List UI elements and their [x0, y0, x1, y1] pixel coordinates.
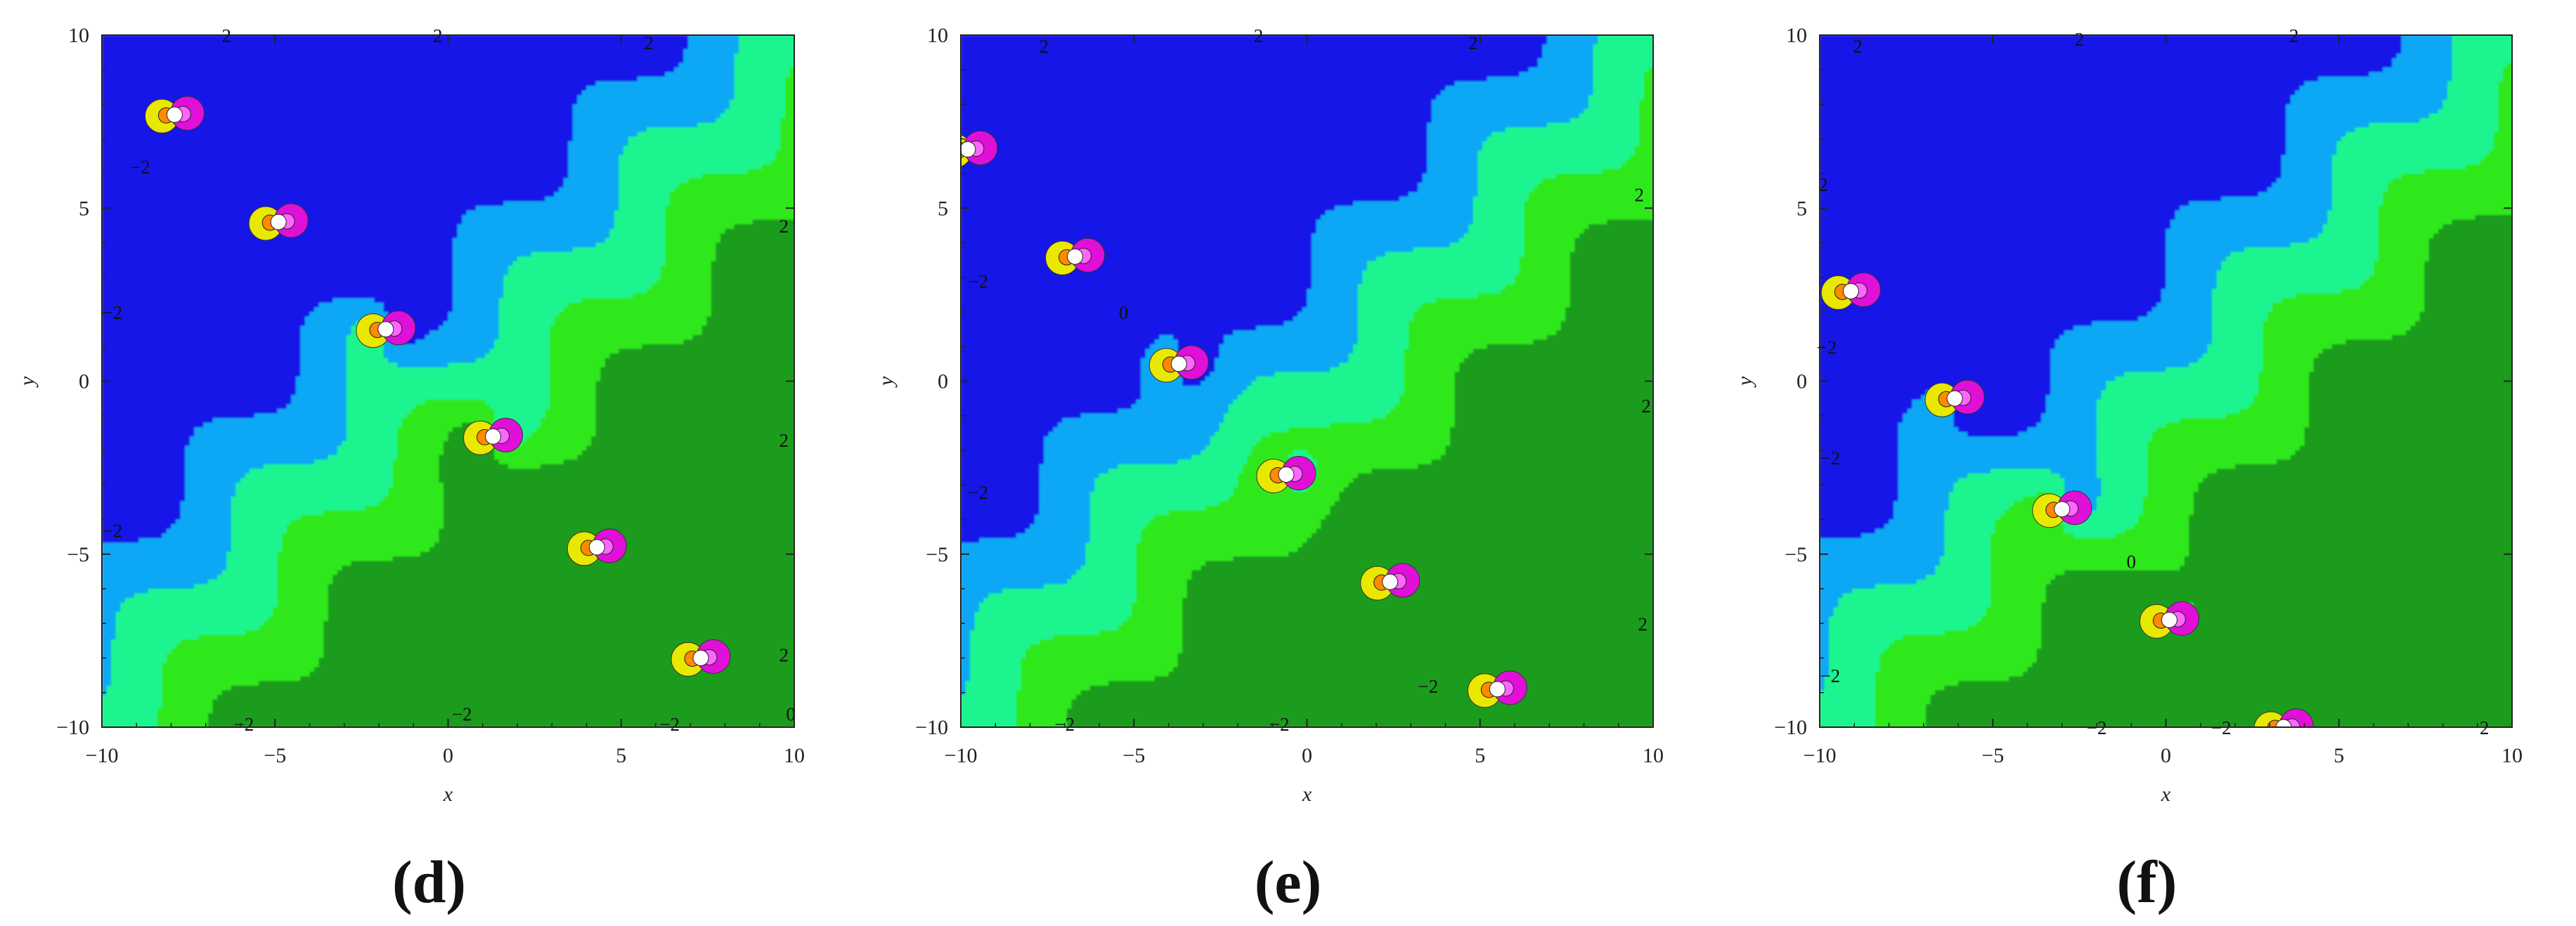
contour-label: −2	[102, 302, 122, 323]
singularity-marker	[1924, 379, 1985, 417]
y-tick-label: −5	[926, 543, 948, 566]
y-tick-label: −10	[1774, 716, 1807, 739]
y-tick-label: 0	[938, 370, 948, 393]
x-tick-label: 10	[784, 744, 805, 767]
contour-label: −2	[1820, 665, 1840, 686]
x-tick-label: −10	[945, 744, 978, 767]
contour-label: 0	[2127, 552, 2137, 573]
y-axis-label: y	[1733, 376, 1756, 388]
panel-d: 2 2 2 −2 −2 −2 2 2 2 0 −2 −2 −2 −10 −5 0 5 10 10 5 0 −5 −10 x y …	[0, 0, 858, 926]
x-tick-label: 5	[616, 744, 626, 767]
singularity-marker	[1148, 345, 1209, 383]
singularity-marker	[356, 311, 416, 348]
contour-label: 2	[779, 430, 789, 451]
contour-label: −2	[102, 520, 122, 541]
singularity-marker	[567, 528, 627, 566]
panel-f: 2 2 2 2 −2 −2 −2 0 −2 −2 2 −10 −5 0 5 10 10 5 0 −5 −10 x y (f)	[1718, 0, 2576, 926]
singularity-marker	[144, 96, 205, 133]
panel-label-e: (e)	[1254, 848, 1322, 915]
contour-label: 2	[644, 32, 654, 53]
contour-field	[1820, 35, 2512, 727]
contour-label: 2	[1635, 185, 1645, 206]
singularity-marker	[1820, 272, 1881, 310]
contour-label: 2	[1468, 32, 1478, 53]
x-tick-label: −5	[1981, 744, 2004, 767]
singularity-marker	[961, 131, 998, 167]
panel-label-f: (f)	[2116, 848, 2177, 915]
contour-label: 2	[1641, 396, 1651, 417]
singularity-marker	[463, 417, 524, 455]
singularity-marker	[2032, 490, 2092, 528]
contour-label: 2	[1638, 613, 1648, 634]
x-tick-label: −5	[1122, 744, 1145, 767]
y-tick-label: −5	[67, 543, 89, 566]
panel-label-d: (d)	[391, 848, 467, 915]
contour-label: −2	[234, 714, 254, 735]
singularity-marker	[1045, 237, 1106, 275]
singularity-marker	[248, 203, 309, 241]
contour-label: −2	[130, 157, 150, 178]
contour-label: −2	[968, 482, 988, 503]
y-tick-label: 10	[68, 24, 89, 47]
x-tick-label: −5	[264, 744, 286, 767]
contour-label: 2	[1039, 36, 1049, 57]
contour-label: 2	[779, 645, 789, 666]
singularity-marker	[671, 639, 731, 677]
y-tick-label: 5	[79, 197, 89, 220]
contour-label: 2	[1853, 36, 1863, 57]
singularity-marker	[2253, 708, 2314, 727]
contour-label: −2	[1418, 676, 1439, 697]
y-axis-label: y	[874, 376, 898, 388]
contour-label: 2	[779, 216, 789, 237]
contour-label: 0	[786, 703, 796, 724]
x-axis-label: x	[1302, 783, 1312, 806]
contour-label: 2	[2075, 29, 2085, 50]
contour-label: −2	[1820, 448, 1840, 469]
singularity-marker	[1467, 670, 1527, 708]
y-tick-label: 0	[79, 370, 89, 393]
x-tick-label: 5	[2334, 744, 2344, 767]
y-tick-label: 10	[1786, 24, 1807, 47]
y-tick-label: −10	[56, 716, 89, 739]
y-tick-label: 5	[938, 197, 948, 220]
contour-label: −2	[968, 271, 988, 292]
x-tick-label: −10	[86, 744, 119, 767]
x-tick-label: −10	[1804, 744, 1837, 767]
singularity-marker	[1256, 455, 1316, 493]
x-axis-label: x	[443, 783, 453, 806]
contour-field	[102, 35, 794, 727]
x-tick-label: 10	[2501, 744, 2523, 767]
x-tick-label: 0	[443, 744, 453, 767]
contour-label: 0	[1119, 302, 1129, 323]
panel-e: 2 2 2 2 2 2 −2 −2 0 −2 −2 −2 −10 −5 0 5 10 10 5 0 −5 −10 x y (e…	[859, 0, 1717, 926]
y-tick-label: −10	[915, 716, 948, 739]
x-tick-label: 5	[1475, 744, 1485, 767]
contour-field	[961, 35, 1653, 727]
contour-label: 2	[1818, 174, 1828, 195]
y-tick-label: 0	[1797, 370, 1807, 393]
x-tick-label: 0	[2161, 744, 2171, 767]
y-tick-label: −5	[1785, 543, 1807, 566]
singularity-marker	[1360, 563, 1420, 601]
y-tick-label: 5	[1797, 197, 1807, 220]
contour-label: −2	[452, 703, 472, 724]
x-tick-label: 0	[1302, 744, 1312, 767]
x-axis-label: x	[2161, 783, 2171, 806]
contour-label: −2	[659, 714, 680, 735]
y-tick-label: 10	[927, 24, 948, 47]
singularity-marker	[2139, 601, 2199, 639]
y-axis-label: y	[15, 376, 39, 388]
x-tick-label: 10	[1643, 744, 1664, 767]
